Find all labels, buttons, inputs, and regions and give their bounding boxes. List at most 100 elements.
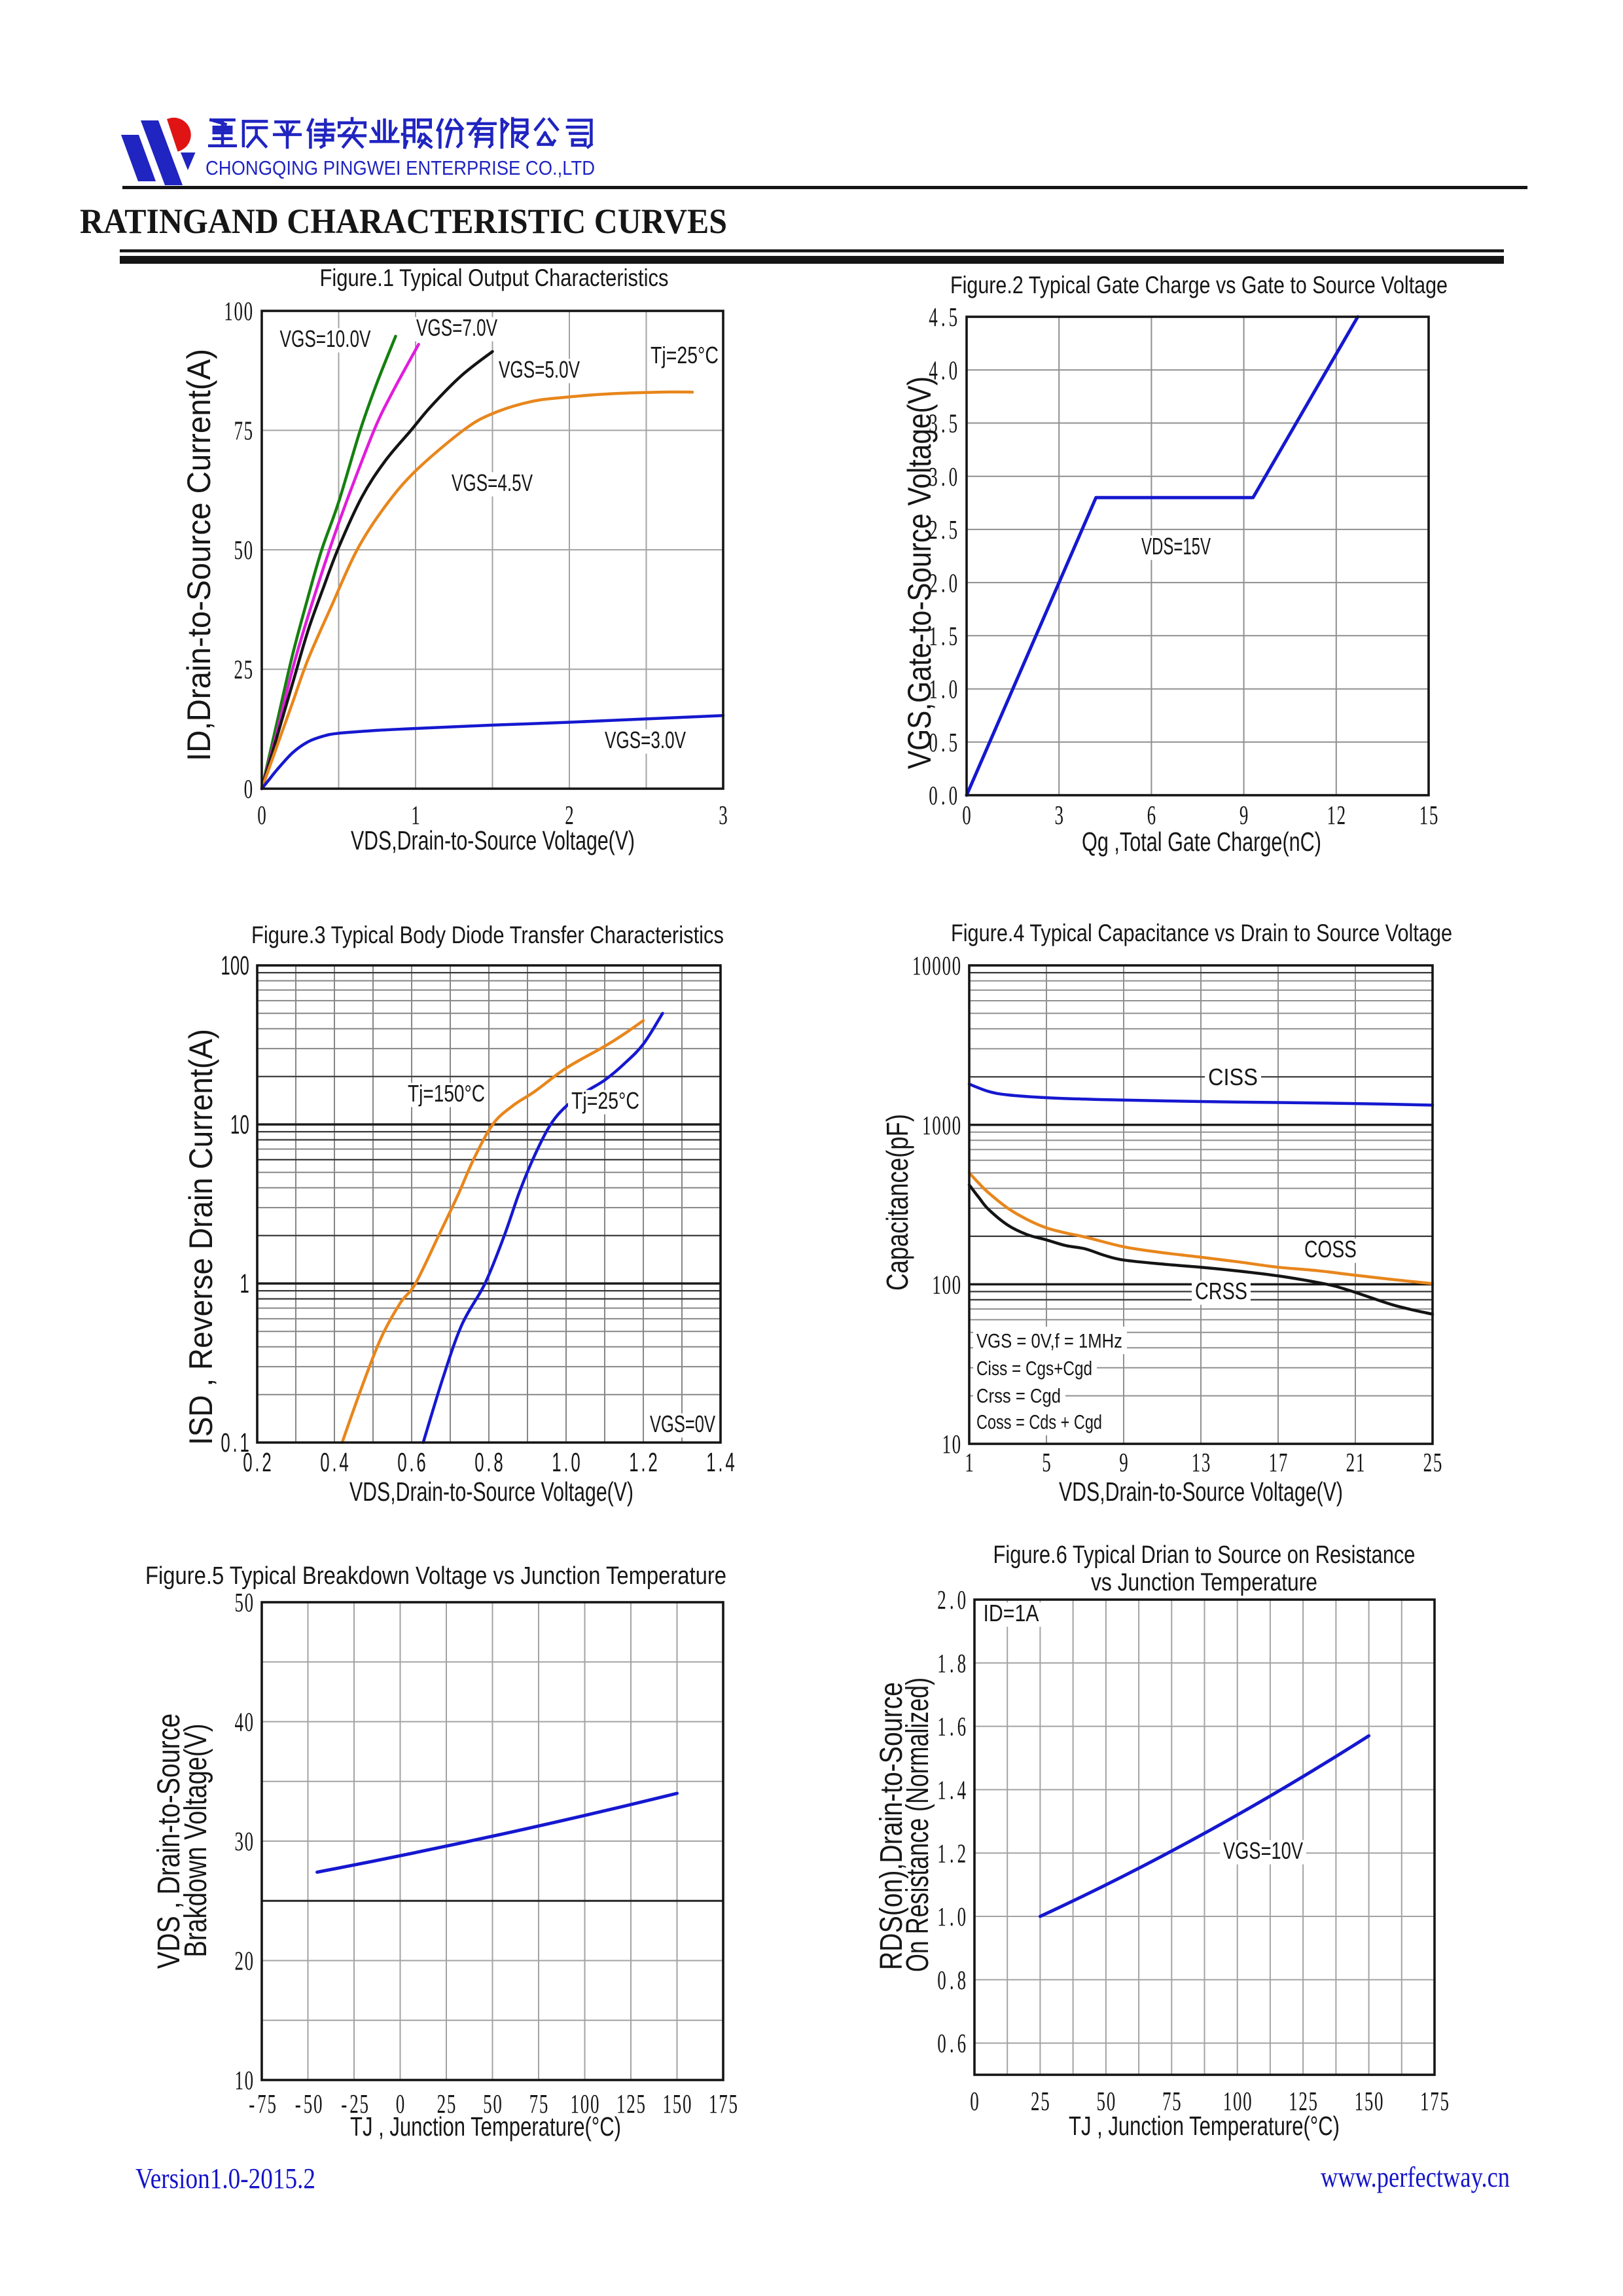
svg-text:5: 5 <box>1172 2087 1181 2117</box>
svg-text:VDS,Drain-to-Source Voltage(V): VDS,Drain-to-Source Voltage(V) <box>351 825 635 855</box>
svg-text:5: 5 <box>1042 1448 1051 1478</box>
svg-text:0: 0 <box>320 1448 329 1477</box>
svg-text:0: 0 <box>962 800 971 831</box>
svg-text:.: . <box>255 1448 259 1477</box>
svg-text:5: 5 <box>304 2089 313 2119</box>
svg-text:2: 2 <box>1337 800 1346 831</box>
svg-text:5: 5 <box>1309 2087 1318 2117</box>
svg-text:ID,Drain-to-Source Current(A): ID,Drain-to-Source Current(A) <box>181 349 217 761</box>
svg-text:1: 1 <box>932 1270 941 1300</box>
svg-text:1: 1 <box>937 1775 946 1805</box>
svg-text:0: 0 <box>1233 2087 1242 2117</box>
svg-text:0: 0 <box>970 2087 979 2117</box>
svg-text:VGS = 0V,f = 1MHz: VGS = 0V,f = 1MHz <box>976 1329 1122 1352</box>
svg-text:CRSS: CRSS <box>1195 1278 1247 1304</box>
svg-text:5: 5 <box>267 2089 276 2119</box>
svg-text:0: 0 <box>1374 2087 1383 2117</box>
svg-text:0: 0 <box>245 1588 254 1618</box>
svg-text:6: 6 <box>957 2028 967 2058</box>
svg-text:4: 4 <box>234 1707 243 1737</box>
svg-text:Coss = Cds + Cgd: Coss = Cds + Cgd <box>976 1410 1102 1433</box>
svg-text:5: 5 <box>728 2089 738 2119</box>
svg-text:Qg ,Total Gate Charge(nC): Qg ,Total Gate Charge(nC) <box>1082 827 1321 857</box>
svg-text:1: 1 <box>942 1429 951 1460</box>
svg-text:5: 5 <box>483 2089 492 2119</box>
svg-text:2: 2 <box>234 1946 243 1976</box>
svg-text:7: 7 <box>1430 2087 1439 2117</box>
svg-text:5: 5 <box>234 535 243 565</box>
svg-text:5: 5 <box>1097 2087 1106 2117</box>
svg-text:COSS: COSS <box>1304 1236 1357 1263</box>
svg-text:ISD , Reverse Drain Current(A): ISD , Reverse Drain Current(A) <box>183 1029 219 1445</box>
svg-text:0: 0 <box>493 2089 502 2119</box>
svg-text:1: 1 <box>937 1839 946 1869</box>
svg-text:2: 2 <box>565 800 574 831</box>
svg-text:4: 4 <box>929 355 938 386</box>
svg-text:0: 0 <box>957 1902 967 1932</box>
svg-text:7: 7 <box>719 2089 728 2119</box>
svg-text:-: - <box>249 2089 255 2119</box>
svg-text:2: 2 <box>1423 1448 1433 1478</box>
svg-text:vs Junction Temperature: vs Junction Temperature <box>1091 1569 1317 1596</box>
svg-text:Version1.0-2015.2: Version1.0-2015.2 <box>135 2162 315 2195</box>
svg-text:.: . <box>950 1648 954 1678</box>
svg-text:.: . <box>941 674 946 704</box>
svg-text:8: 8 <box>957 1648 967 1678</box>
svg-text:0: 0 <box>243 1448 252 1477</box>
svg-text:VDS,Drain-to-Source Voltage(V): VDS,Drain-to-Source Voltage(V) <box>349 1477 633 1507</box>
svg-text:.: . <box>332 1448 336 1477</box>
svg-text:8: 8 <box>957 1965 967 1995</box>
svg-text:.: . <box>941 302 946 332</box>
svg-text:1: 1 <box>929 621 938 651</box>
svg-text:5: 5 <box>539 2089 548 2119</box>
svg-text:5: 5 <box>949 302 958 332</box>
svg-text:0: 0 <box>683 2089 692 2119</box>
svg-text:TJ , Junction Temperature(°C): TJ , Junction Temperature(°C) <box>350 2111 621 2142</box>
svg-text:1: 1 <box>706 1448 715 1477</box>
svg-text:RDS(on),Drain-to-Source: RDS(on),Drain-to-Source <box>874 1682 909 1970</box>
svg-text:2: 2 <box>437 2089 446 2119</box>
svg-text:1: 1 <box>1223 2087 1232 2117</box>
svg-text:.: . <box>941 621 946 651</box>
svg-text:Figure.5 Typical Breakdown Vol: Figure.5 Typical Breakdown Voltage vs Ju… <box>145 1562 726 1590</box>
svg-text:0: 0 <box>257 800 266 831</box>
svg-text:.: . <box>950 2028 954 2058</box>
svg-text:.: . <box>233 1428 238 1458</box>
svg-text:.: . <box>941 514 946 545</box>
svg-text:Figure.1 Typical Output Charac: Figure.1 Typical Output Characteristics <box>320 264 669 291</box>
svg-text:0: 0 <box>952 1429 961 1460</box>
svg-text:0: 0 <box>234 296 243 327</box>
svg-text:1: 1 <box>937 1712 946 1742</box>
svg-text:ID=1A: ID=1A <box>984 1600 1039 1626</box>
svg-text:0: 0 <box>245 1946 254 1976</box>
svg-text:.: . <box>950 1839 954 1869</box>
svg-text:3: 3 <box>929 408 938 439</box>
svg-text:1: 1 <box>1355 2087 1364 2117</box>
svg-text:CHONGQING PINGWEI ENTERPRISE C: CHONGQING PINGWEI ENTERPRISE CO.,LTD <box>205 156 595 179</box>
svg-text:Figure.4 Typical Capacitance v: Figure.4 Typical Capacitance vs Drain to… <box>951 920 1452 946</box>
svg-text:3: 3 <box>1202 1448 1211 1478</box>
svg-text:.: . <box>941 355 946 386</box>
svg-text:.: . <box>718 1448 722 1477</box>
svg-text:0: 0 <box>240 951 249 980</box>
svg-text:VGS=0V: VGS=0V <box>650 1410 715 1437</box>
svg-text:3: 3 <box>719 800 728 831</box>
svg-text:1: 1 <box>616 2089 626 2119</box>
svg-text:5: 5 <box>949 621 958 651</box>
svg-text:1: 1 <box>234 2066 243 2096</box>
svg-text:0: 0 <box>245 2066 254 2096</box>
svg-text:7: 7 <box>1279 1448 1288 1478</box>
svg-text:5: 5 <box>1429 800 1438 831</box>
svg-text:4: 4 <box>725 1448 734 1477</box>
svg-text:1: 1 <box>1327 800 1336 831</box>
svg-text:Crss = Cgd: Crss = Cgd <box>976 1384 1061 1407</box>
svg-text:2: 2 <box>648 1448 657 1477</box>
svg-text:5: 5 <box>359 2089 368 2119</box>
svg-text:7: 7 <box>529 2089 539 2119</box>
svg-text:3: 3 <box>234 1827 243 1857</box>
svg-text:1: 1 <box>230 1110 240 1139</box>
svg-text:0: 0 <box>949 568 958 598</box>
svg-text:.: . <box>950 1965 954 1995</box>
svg-text:1: 1 <box>663 2089 672 2119</box>
svg-text:0: 0 <box>937 2028 946 2058</box>
